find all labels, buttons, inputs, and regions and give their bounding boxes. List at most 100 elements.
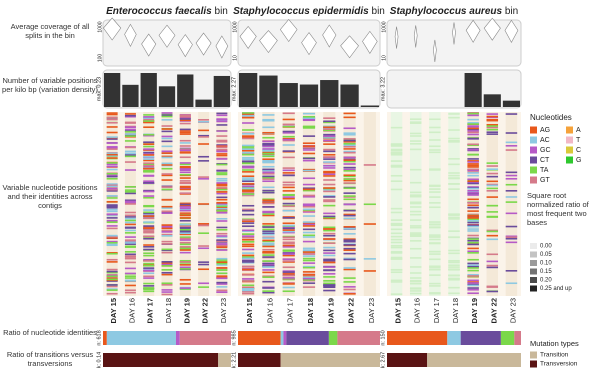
- heatmap-cell: [363, 203, 376, 206]
- heatmap-cell: [242, 225, 255, 228]
- heatmap-cell: [143, 162, 155, 165]
- heatmap-cell: [390, 252, 403, 254]
- heatmap-cell: [143, 154, 155, 156]
- heatmap-cell: [124, 135, 136, 137]
- heatmap-cell: [429, 268, 441, 271]
- heatmap-cell: [179, 203, 191, 206]
- heatmap-cell: [242, 137, 255, 140]
- heatmap-cell: [198, 155, 210, 158]
- heatmap-cell: [216, 183, 228, 186]
- heatmap-cell: [161, 282, 173, 285]
- heatmap-cell: [323, 212, 336, 215]
- heatmap-cell: [262, 161, 275, 164]
- heatmap-cell: [467, 187, 479, 190]
- heatmap-cell: [242, 209, 255, 212]
- legend-label: Transition: [540, 352, 569, 359]
- heatmap-cell: [282, 274, 295, 277]
- coverage-tick: 1000: [381, 21, 387, 32]
- legend-label: C: [576, 147, 581, 154]
- heatmap-cell: [302, 222, 316, 224]
- heatmap-cell: [106, 187, 118, 190]
- heatmap-cell: [467, 112, 479, 115]
- heatmap-cell: [323, 158, 336, 160]
- heatmap-cell: [262, 152, 275, 155]
- heatmap-cell: [216, 275, 228, 277]
- heatmap-cell: [161, 128, 173, 130]
- heatmap-cell: [179, 243, 191, 246]
- heatmap-cell: [262, 242, 275, 245]
- legend-swatch: [530, 156, 537, 164]
- heatmap-cell: [242, 180, 255, 183]
- legend-label: G: [576, 157, 581, 164]
- identity-segment: [175, 331, 180, 345]
- heatmap-cell: [343, 168, 356, 171]
- scale-label: 0.15: [540, 269, 552, 275]
- heatmap-cell: [161, 145, 173, 148]
- identity-segment: [500, 331, 515, 345]
- heatmap-cell: [262, 126, 275, 129]
- heatmap-cell: [282, 138, 295, 141]
- heatmap-cell: [323, 269, 336, 272]
- heatmap-cell: [106, 185, 118, 188]
- heatmap-cell: [106, 289, 118, 291]
- heatmap-cell: [161, 140, 173, 143]
- heatmap-cell: [216, 217, 228, 220]
- heatmap-cell: [143, 167, 155, 170]
- heatmap-cell: [143, 153, 155, 155]
- heatmap-cell: [282, 230, 295, 233]
- heatmap-cell: [409, 191, 422, 194]
- heatmap-cell: [242, 161, 255, 163]
- heatmap-cell: [179, 149, 191, 152]
- heatmap-column: [429, 112, 441, 296]
- heatmap-cell: [302, 282, 316, 284]
- heatmap-cell: [216, 262, 228, 265]
- heatmap-cell: [448, 174, 460, 177]
- heatmap-cell: [216, 291, 228, 293]
- heatmap-cell: [343, 209, 356, 212]
- heatmap-cell: [262, 231, 275, 233]
- heatmap-cell: [242, 158, 255, 161]
- heatmap-cell: [467, 180, 479, 182]
- heatmap-cell: [262, 290, 275, 292]
- heatmap-cell: [262, 237, 275, 239]
- coverage-violin: [433, 39, 437, 62]
- heatmap-cell: [390, 144, 403, 146]
- heatmap-cell: [161, 186, 173, 188]
- heatmap-cell: [106, 268, 118, 271]
- heatmap-cell: [282, 222, 295, 225]
- heatmap-cell: [343, 158, 356, 161]
- heatmap-cell: [282, 205, 295, 208]
- heatmap-cell: [343, 252, 356, 255]
- heatmap-cell: [323, 238, 336, 240]
- heatmap-cell: [106, 208, 118, 211]
- heatmap-cell: [179, 162, 191, 164]
- heatmap-cell: [216, 118, 228, 121]
- heatmap-cell: [216, 289, 228, 292]
- heatmap-cell: [486, 126, 499, 129]
- heatmap-cell: [161, 173, 173, 175]
- heatmap-cell: [262, 266, 275, 268]
- heatmap-cell: [124, 284, 136, 287]
- heatmap-cell: [467, 243, 479, 246]
- heatmap-cell: [323, 179, 336, 181]
- heatmap-cell: [216, 148, 228, 151]
- heatmap-cell: [124, 202, 136, 204]
- heatmap-cell: [124, 223, 136, 226]
- density-bar: [502, 100, 520, 107]
- heatmap-cell: [262, 223, 275, 225]
- heatmap-cell: [106, 261, 118, 263]
- species: Staphylococcus aureus: [390, 6, 503, 17]
- heatmap-cell: [390, 150, 403, 152]
- density-max: max: 2.27: [231, 77, 237, 101]
- density-bar: [104, 73, 121, 107]
- heatmap-cell: [262, 160, 275, 162]
- heatmap-cell: [467, 228, 479, 230]
- heatmap-cell: [343, 249, 356, 251]
- heatmap-cell: [216, 145, 228, 148]
- heatmap-cell: [486, 168, 499, 171]
- heatmap-cell: [323, 273, 336, 275]
- heatmap-column: [323, 112, 336, 296]
- mutation-segment: [218, 353, 231, 367]
- heatmap-cell: [198, 160, 210, 162]
- day-label: DAY 19: [326, 298, 335, 323]
